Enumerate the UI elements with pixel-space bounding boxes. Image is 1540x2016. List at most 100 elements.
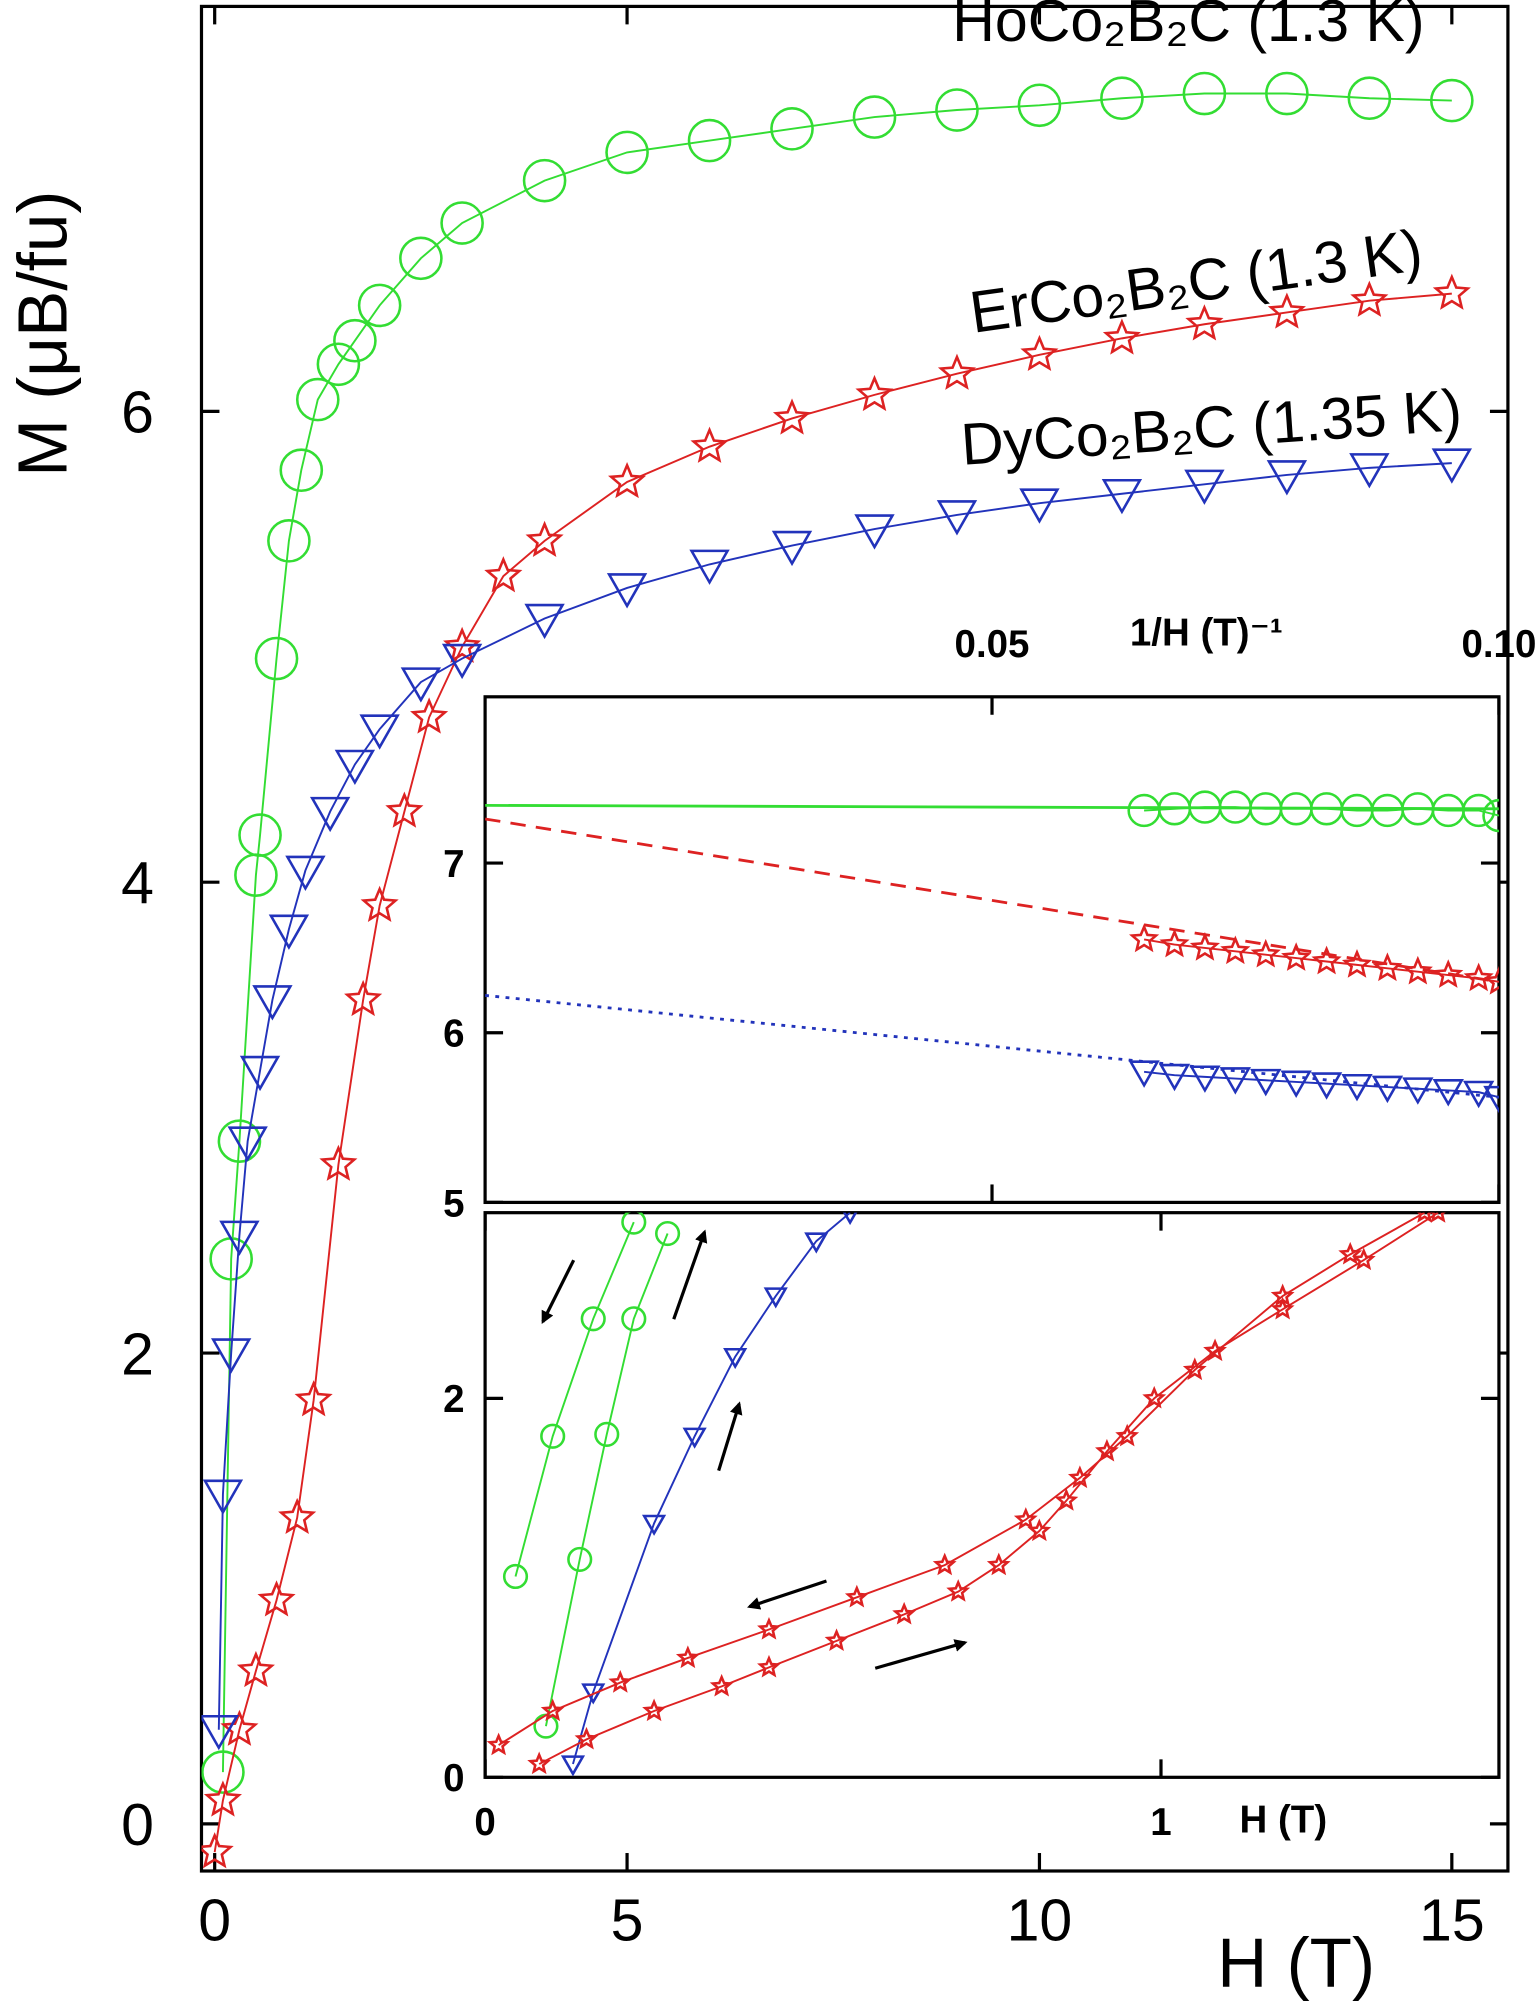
marker-circle: [605, 130, 649, 175]
y-tick-label: 2: [121, 1321, 154, 1387]
marker-circle: [540, 1423, 566, 1449]
x-tick-label: 1: [1150, 1801, 1171, 1844]
marker-triangle: [239, 1055, 281, 1092]
marker-star: [855, 374, 894, 412]
marker-star: [937, 353, 977, 390]
y-tick-label: 0: [443, 1757, 464, 1800]
marker-star: [344, 979, 383, 1017]
marker-circle: [1182, 71, 1227, 116]
marker-circle: [357, 283, 402, 328]
marker-star: [986, 1552, 1011, 1576]
x-tick-label: 0.05: [955, 623, 1030, 666]
marker-star: [675, 1645, 700, 1669]
marker-circle: [687, 118, 732, 163]
marker-star: [642, 1698, 666, 1722]
marker-star: [1433, 959, 1464, 988]
y-tick-label: 6: [443, 1013, 464, 1056]
marker-star: [1159, 928, 1190, 958]
marker-triangle: [1432, 1079, 1464, 1107]
series-line: [1143, 1070, 1499, 1099]
arrow: [717, 1401, 743, 1472]
marker-triangle: [560, 1755, 586, 1777]
arrows: [541, 1229, 968, 1670]
plot-frame: [199, 4, 1510, 1873]
marker-star: [709, 1673, 734, 1697]
series-line: [1144, 806, 1499, 817]
marker-circle: [621, 1212, 647, 1235]
marker-triangle: [1101, 478, 1143, 515]
series-line: [1143, 938, 1499, 983]
marker-star: [484, 556, 523, 593]
series-line: [572, 1212, 851, 1765]
marker-triangle: [309, 796, 351, 833]
marker-star: [844, 1584, 869, 1608]
marker-star: [220, 1709, 259, 1746]
marker-star: [1203, 1338, 1227, 1362]
marker-circle: [1265, 71, 1309, 116]
marker-star: [486, 1732, 511, 1756]
marker-star: [540, 1698, 565, 1722]
marker-circle: [567, 1546, 593, 1572]
marker-star: [1020, 334, 1059, 372]
marker-star: [757, 1654, 781, 1678]
series-line: [544, 1233, 669, 1727]
plot-area: [486, 1212, 1446, 1777]
marker-triangle: [359, 714, 400, 750]
marker-star: [1338, 1241, 1363, 1265]
marker-triangle: [682, 1427, 707, 1449]
arrow: [747, 1579, 827, 1610]
marker-triangle: [804, 1232, 829, 1254]
marker-circle: [1430, 78, 1474, 123]
marker-triangle: [1310, 1072, 1343, 1100]
marker-star: [1341, 949, 1373, 978]
marker-star: [1463, 962, 1494, 992]
marker-star: [1027, 1518, 1052, 1542]
y-axis-label: M (μB/fu): [4, 191, 82, 477]
marker-triangle: [1431, 448, 1473, 484]
marker-star: [360, 885, 399, 922]
plot-area: [201, 71, 1474, 1869]
marker-star: [257, 1580, 296, 1617]
marker-triangle: [219, 1220, 260, 1256]
marker-triangle: [1280, 1070, 1312, 1099]
marker-star: [1185, 304, 1224, 341]
series-line: [538, 1212, 1439, 1765]
marker-triangle: [1158, 1063, 1191, 1092]
plot-frame: [483, 1211, 1501, 1779]
y-tick-label: 7: [443, 843, 464, 886]
marker-star: [772, 398, 812, 435]
marker-triangle: [1184, 469, 1225, 505]
marker-star: [946, 1579, 971, 1602]
marker-triangle: [641, 1514, 667, 1536]
marker-star: [1102, 318, 1141, 355]
marker-triangle: [334, 749, 376, 786]
marker-star: [1095, 1438, 1119, 1462]
marker-triangle: [210, 1338, 252, 1374]
marker-star: [385, 791, 424, 828]
marker-star: [892, 1601, 917, 1625]
marker-triangle: [1462, 1080, 1495, 1109]
x-tick-label: 10: [1007, 1887, 1073, 1953]
marker-triangle: [689, 549, 730, 585]
marker-circle: [217, 1119, 262, 1163]
plot-frame: [483, 695, 1501, 1205]
marker-star: [1417, 1212, 1432, 1223]
marker-star: [1220, 935, 1251, 965]
x-tick-label: 0.10: [1461, 623, 1536, 666]
marker-star: [1372, 952, 1403, 982]
marker-circle: [770, 107, 814, 151]
marker-triangle: [1019, 488, 1060, 524]
marker-star: [1250, 938, 1281, 968]
marker-star: [201, 1832, 234, 1869]
marker-star: [294, 1380, 333, 1417]
marker-star: [1182, 1357, 1207, 1381]
series-label: HoCo₂B₂C (1.3 K): [952, 0, 1424, 54]
marker-circle: [594, 1421, 620, 1447]
marker-triangle: [581, 1683, 606, 1705]
marker-star: [824, 1628, 849, 1652]
marker-star: [1129, 923, 1160, 953]
marker-triangle: [1349, 453, 1390, 489]
marker-star: [525, 520, 564, 558]
marker-circle: [621, 1306, 647, 1332]
marker-circle: [852, 95, 897, 139]
